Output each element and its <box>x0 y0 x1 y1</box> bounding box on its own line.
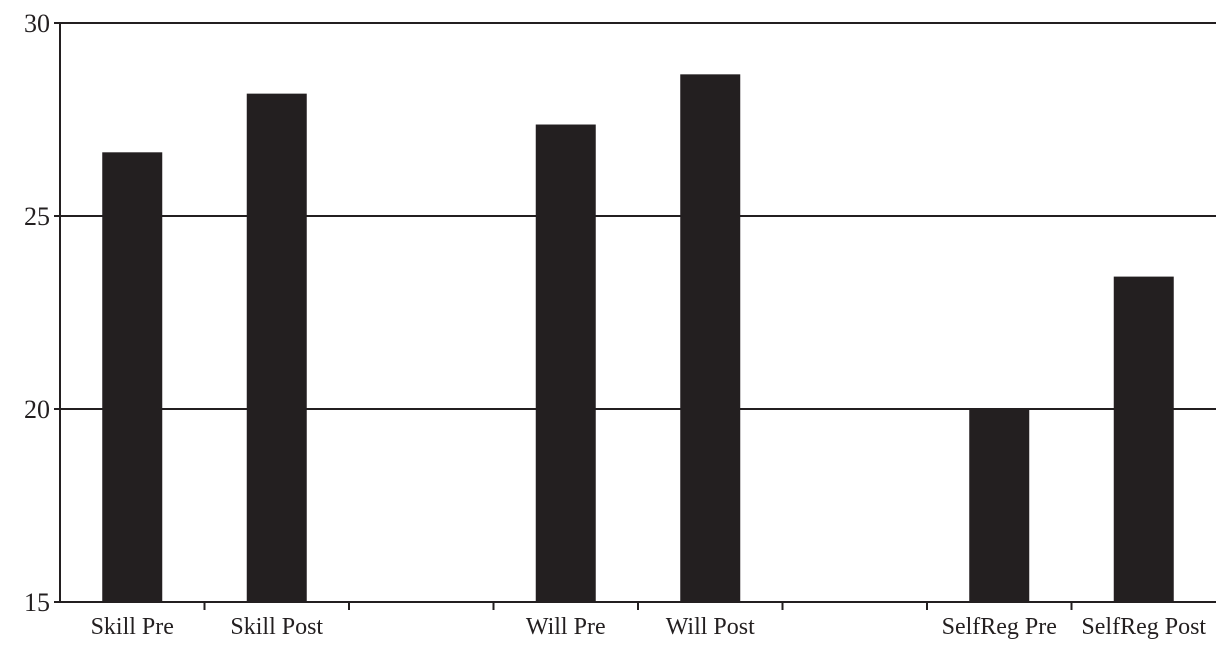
x-tick-label: Skill Pre <box>91 614 174 640</box>
bar-will-post <box>680 74 741 602</box>
axes <box>54 22 1216 610</box>
y-tick-label: 25 <box>24 202 50 231</box>
y-tick-label: 15 <box>24 588 50 617</box>
x-tick-label: SelfReg Post <box>1081 614 1206 640</box>
x-tick-label: Will Post <box>666 614 755 640</box>
x-tick-label: SelfReg Pre <box>942 614 1057 640</box>
gridlines <box>60 22 1216 410</box>
x-tick-label: Will Pre <box>526 614 606 640</box>
bar-selfreg-pre <box>969 408 1030 602</box>
y-tick-label: 20 <box>24 395 50 424</box>
bar-will-pre <box>535 124 596 602</box>
bar-selfreg-post <box>1113 276 1174 602</box>
bar-skill-post <box>246 93 307 602</box>
x-tick-label: Skill Post <box>230 614 323 640</box>
tick-labels: 15 20 25 30 Skill Pre Skill Post Will Pre Will … <box>24 9 1206 640</box>
y-tick-label: 30 <box>24 9 50 38</box>
bar-skill-pre <box>102 152 163 602</box>
bars <box>102 74 1174 602</box>
